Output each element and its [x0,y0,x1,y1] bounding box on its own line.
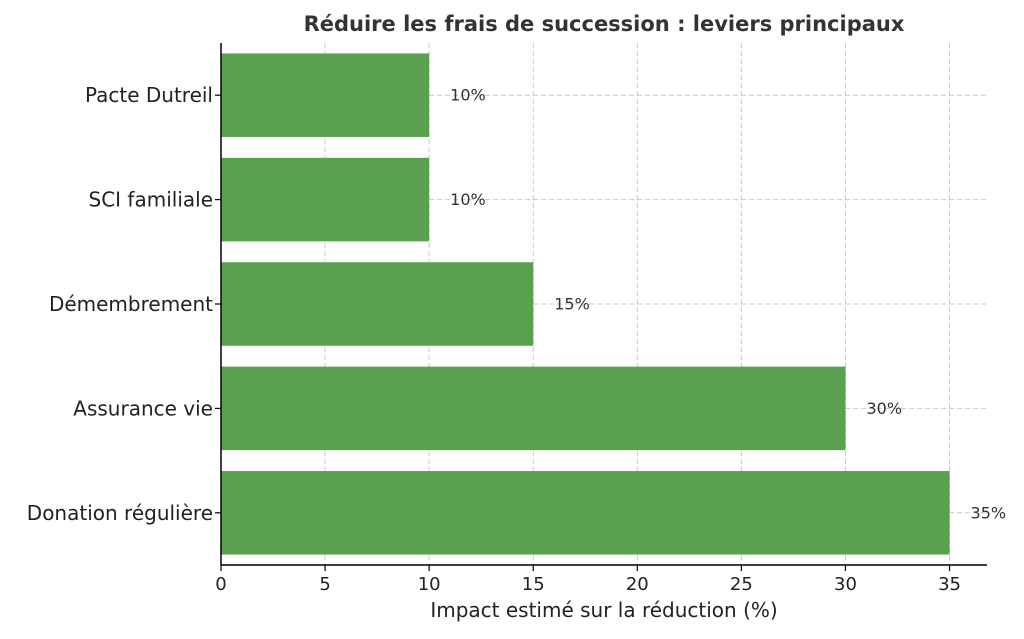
x-tick-label: 5 [319,574,330,595]
bar [221,53,430,137]
category-labels: Pacte Dutreil SCI familiale Démembrement As… [27,83,213,525]
category-label: Assurance vie [73,396,213,420]
bar [221,157,430,242]
bar [221,262,534,346]
x-tick-label: 10 [418,574,441,595]
data-label: 10% [450,86,486,105]
x-tick-label: 20 [626,574,649,595]
category-label: Pacte Dutreil [85,83,213,107]
data-label: 35% [971,503,1007,522]
x-tick-label: 0 [215,574,226,595]
x-ticks: 0 5 10 15 20 25 30 35 [215,94,961,595]
category-label: Démembrement [49,292,213,316]
data-label: 10% [450,190,486,209]
x-tick-label: 25 [730,574,753,595]
x-tick-label: 15 [522,574,545,595]
x-tick-label: 30 [834,574,857,595]
data-label: 15% [554,295,590,314]
x-axis-label: Impact estimé sur la réduction (%) [430,598,777,622]
x-tick-label: 35 [938,574,961,595]
chart-title: Réduire les frais de succession : levier… [304,12,905,36]
category-label: SCI familiale [89,188,213,212]
bars [221,53,950,555]
bar [221,471,950,555]
data-labels: 10% 10% 15% 30% 35% [450,86,1006,523]
category-label: Donation régulière [27,501,213,525]
data-label: 30% [866,399,902,418]
bar [221,366,846,451]
